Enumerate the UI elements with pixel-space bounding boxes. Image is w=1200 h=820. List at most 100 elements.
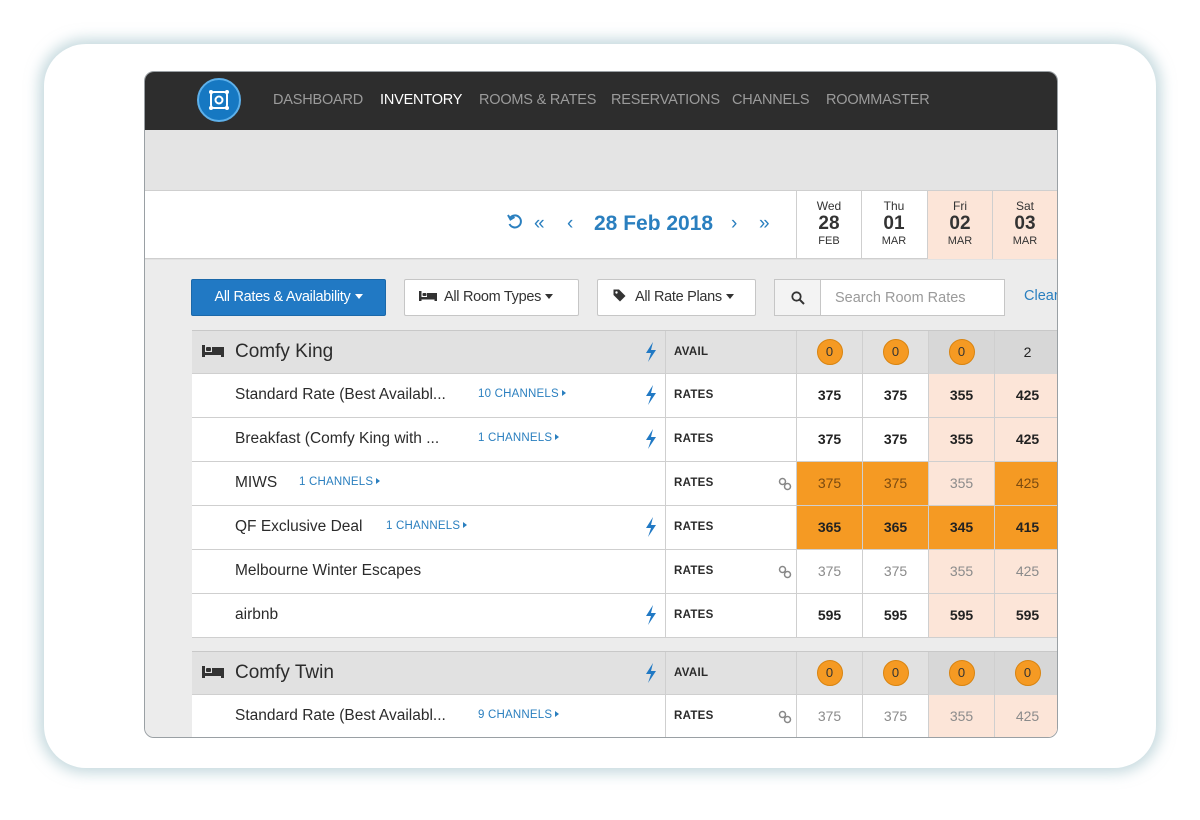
nav-channels[interactable]: CHANNELS — [732, 92, 810, 108]
rate-plan-name[interactable]: Breakfast (Comfy King with ... — [235, 430, 440, 447]
lightning-icon[interactable] — [645, 605, 657, 630]
channels-link[interactable]: 1 CHANNELS — [299, 476, 381, 488]
rate-value-cell[interactable]: 425 — [995, 695, 1057, 737]
rate-value-cell[interactable]: 415 — [995, 506, 1057, 549]
rate-value-cell[interactable]: 595 — [929, 594, 995, 637]
rate-value-cell[interactable]: 375 — [797, 374, 863, 417]
channels-label: 1 CHANNELS — [386, 520, 461, 532]
link-icon[interactable] — [778, 565, 792, 584]
availability-cell[interactable]: 0 — [863, 652, 929, 695]
nav-rooms-rates[interactable]: ROOMS & RATES — [479, 92, 597, 108]
double-chevron-left-icon[interactable]: « — [534, 213, 545, 234]
chevron-right-icon[interactable]: › — [731, 213, 738, 234]
app-logo[interactable] — [197, 78, 241, 122]
day-name: Thu — [883, 199, 905, 213]
rate-value-cell[interactable]: 345 — [929, 506, 995, 549]
nav-inventory[interactable]: INVENTORY — [380, 92, 463, 108]
channels-link[interactable]: 9 CHANNELS — [478, 709, 560, 721]
rate-plan-name[interactable]: QF Exclusive Deal — [235, 518, 363, 535]
rate-plan-name[interactable]: Standard Rate (Best Availabl... — [235, 707, 446, 724]
channels-link[interactable]: 10 CHANNELS — [478, 388, 566, 400]
chevron-left-icon[interactable]: ‹ — [567, 213, 574, 234]
rate-value-cell[interactable]: 425 — [995, 374, 1057, 417]
link-icon[interactable] — [778, 710, 792, 729]
room-types-dropdown[interactable]: All Room Types — [404, 279, 579, 316]
lightning-icon[interactable] — [645, 342, 657, 367]
lightning-icon[interactable] — [645, 517, 657, 542]
rate-value-cell[interactable]: 375 — [863, 374, 929, 417]
rate-value-cell[interactable]: 365 — [863, 506, 929, 549]
bed-icon — [419, 291, 437, 301]
rate-value-cell[interactable]: 355 — [929, 695, 995, 737]
rate-value-cell[interactable]: 425 — [995, 418, 1057, 461]
rate-value-cell[interactable]: 375 — [863, 695, 929, 737]
lightning-icon[interactable] — [645, 663, 657, 688]
room-type-title[interactable]: Comfy King — [235, 341, 334, 362]
rate-value-cell[interactable]: 375 — [797, 550, 863, 593]
availability-cell[interactable]: 0 — [995, 652, 1057, 695]
rate-plan-name[interactable]: MIWS — [235, 474, 278, 491]
rate-value-cell[interactable]: 595 — [797, 594, 863, 637]
availability-cell[interactable]: 0 — [863, 331, 929, 374]
nav-dashboard[interactable]: DASHBOARD — [273, 92, 364, 108]
day-month: MAR — [947, 235, 973, 247]
rate-value-cell[interactable]: 595 — [995, 594, 1057, 637]
caret-right-icon — [463, 522, 468, 528]
refresh-icon[interactable] — [507, 213, 523, 237]
rate-value-cell[interactable]: 355 — [929, 418, 995, 461]
availability-badge: 0 — [882, 338, 909, 365]
rate-value-cell[interactable]: 375 — [863, 418, 929, 461]
clear-filters-link[interactable]: Clear — [1024, 288, 1058, 304]
row-type-cell: RATES — [666, 374, 797, 417]
lightning-icon[interactable] — [645, 385, 657, 410]
day-header: Thu 01 MAR — [861, 191, 926, 259]
rate-plan-name[interactable]: Standard Rate (Best Availabl... — [235, 386, 446, 403]
channels-link[interactable]: 1 CHANNELS — [478, 432, 560, 444]
nav-roommaster[interactable]: ROOMMASTER — [826, 92, 930, 108]
lightning-icon[interactable] — [645, 429, 657, 454]
all-rates-availability-dropdown[interactable]: All Rates & Availability — [191, 279, 386, 316]
row-type-cell: RATES — [666, 695, 797, 737]
app-window: DASHBOARD INVENTORY ROOMS & RATES RESERV… — [144, 71, 1058, 738]
nav-reservations[interactable]: RESERVATIONS — [611, 92, 720, 108]
rate-value-cell[interactable]: 355 — [929, 374, 995, 417]
rate-value-cell[interactable]: 375 — [863, 462, 929, 505]
rate-plan-name[interactable]: Melbourne Winter Escapes — [235, 562, 422, 579]
rate-plan-name[interactable]: airbnb — [235, 606, 279, 623]
availability-cell[interactable]: 0 — [929, 652, 995, 695]
search-button[interactable] — [774, 279, 820, 316]
caret-down-icon — [354, 294, 363, 299]
rate-plan-name-cell: Breakfast (Comfy King with ... 1 CHANNELS — [192, 418, 666, 461]
rate-value-cell[interactable]: 595 — [863, 594, 929, 637]
row-type-label: RATES — [674, 609, 714, 621]
availability-cell[interactable]: 0 — [797, 652, 863, 695]
room-type-title[interactable]: Comfy Twin — [235, 662, 334, 683]
bed-icon — [202, 344, 224, 363]
day-header: Sat 03 MAR — [992, 191, 1057, 259]
inventory-content: All Rates & Availability All Room Types … — [145, 260, 1058, 737]
availability-cell[interactable]: 0 — [929, 331, 995, 374]
availability-cell[interactable]: 0 — [797, 331, 863, 374]
rate-value-cell[interactable]: 375 — [797, 695, 863, 737]
rate-value-cell[interactable]: 375 — [797, 462, 863, 505]
link-icon[interactable] — [778, 477, 792, 496]
row-type-label: RATES — [674, 477, 714, 489]
dropdown-label: All Rates & Availability — [214, 289, 351, 305]
rate-value-cell[interactable]: 425 — [995, 550, 1057, 593]
rate-value-cell[interactable]: 365 — [797, 506, 863, 549]
day-month: MAR — [1012, 235, 1038, 247]
channels-link[interactable]: 1 CHANNELS — [386, 520, 468, 532]
rate-value-cell[interactable]: 355 — [929, 462, 995, 505]
availability-cell[interactable]: 2 — [995, 331, 1057, 374]
search-room-rates-input[interactable] — [820, 279, 1005, 316]
current-date[interactable]: 28 Feb 2018 — [594, 212, 714, 235]
rate-plan-row: QF Exclusive Deal 1 CHANNELS RATES 365 365 34… — [192, 506, 1057, 550]
rate-value-cell[interactable]: 355 — [929, 550, 995, 593]
rate-plan-name-cell: Standard Rate (Best Availabl... 9 CHANNEL… — [192, 695, 666, 737]
dropdown-label: All Room Types — [444, 289, 542, 305]
double-chevron-right-icon[interactable]: » — [759, 213, 770, 234]
rate-value-cell[interactable]: 375 — [863, 550, 929, 593]
rate-value-cell[interactable]: 375 — [797, 418, 863, 461]
rate-plans-dropdown[interactable]: All Rate Plans — [597, 279, 756, 316]
rate-value-cell[interactable]: 425 — [995, 462, 1057, 505]
